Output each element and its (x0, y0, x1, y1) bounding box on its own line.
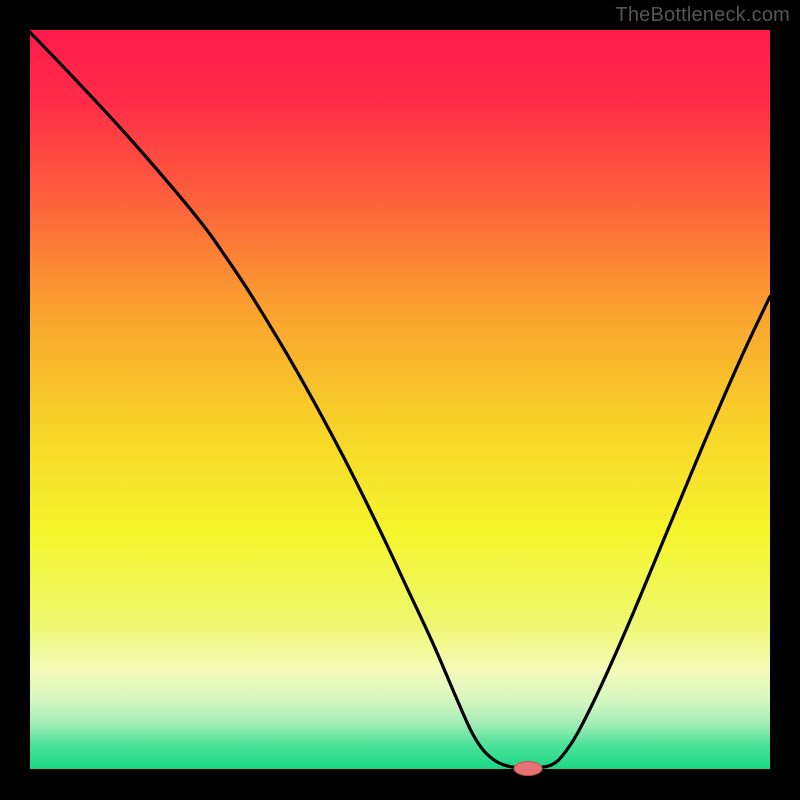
chart-plot-bg (30, 30, 770, 770)
bottleneck-chart (0, 0, 800, 800)
chart-container: TheBottleneck.com (0, 0, 800, 800)
watermark-text: TheBottleneck.com (615, 4, 790, 27)
optimal-point-marker (514, 762, 542, 776)
